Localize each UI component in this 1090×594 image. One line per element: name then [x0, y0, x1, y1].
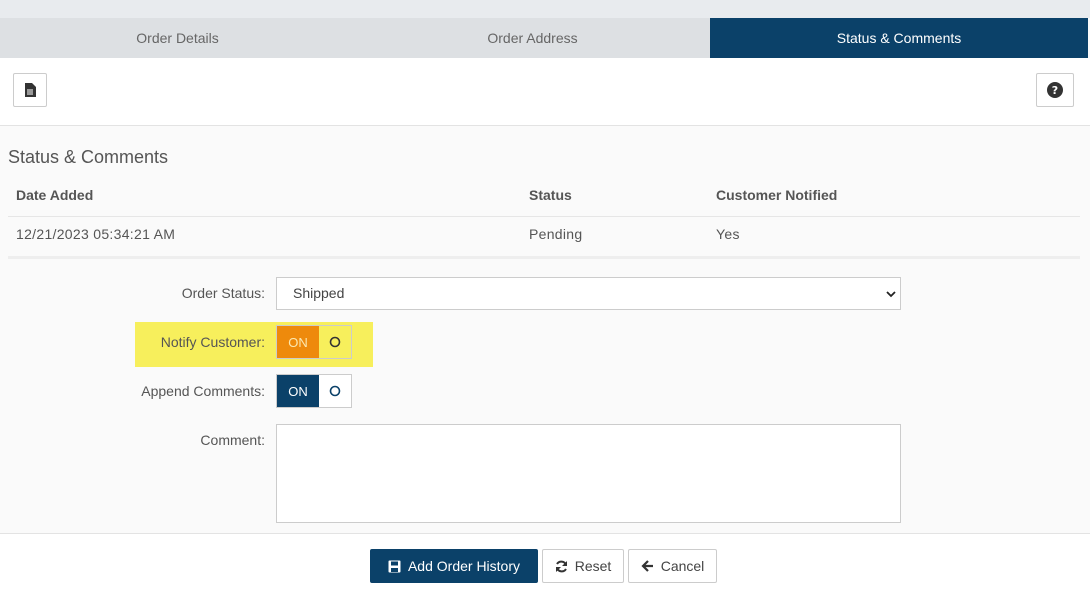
save-icon [388, 560, 401, 572]
chevron [886, 291, 896, 298]
circle-icon [329, 336, 341, 348]
help-icon: ? [1047, 82, 1063, 98]
button-label: Reset [574, 558, 612, 574]
row-divider [8, 216, 1080, 217]
help-button[interactable]: ? [1036, 73, 1074, 107]
add-history-button[interactable]: Add Order History [370, 549, 538, 583]
table-cell: 12/21/2023 05:34:21 AM [16, 226, 176, 242]
button-label: Add Order History [407, 558, 521, 574]
label: Comment: [200, 432, 265, 448]
table-header: Date Added [16, 187, 94, 203]
label: Notify Customer: [160, 334, 265, 350]
tab-active[interactable]: Status & Comments [710, 18, 1088, 58]
document-button[interactable] [13, 73, 47, 107]
table-bottom [8, 256, 1080, 259]
toggle-on: ON [277, 375, 319, 407]
toggle[interactable]: ON [276, 325, 352, 359]
svg-text:?: ? [1052, 84, 1058, 97]
cancel-button[interactable]: Cancel [628, 549, 717, 583]
table-cell: Pending [529, 226, 583, 242]
toggle[interactable]: ON [276, 374, 352, 408]
arrow-left-icon [641, 560, 653, 572]
select-value: Shipped [293, 285, 345, 301]
refresh-icon [555, 560, 567, 572]
label: Order Status: [181, 285, 265, 301]
textarea[interactable] [276, 424, 901, 523]
toggle-off [319, 375, 351, 407]
select[interactable]: Shipped [276, 277, 901, 310]
section-title: Status & Comments [8, 147, 169, 167]
tab[interactable]: Order Details [0, 18, 355, 58]
tab[interactable]: Order Address [355, 18, 710, 58]
circle-icon [329, 385, 341, 397]
toggle-on: ON [277, 326, 319, 358]
top-strip [0, 0, 1090, 18]
table-header: Status [529, 187, 572, 203]
label: Append Comments: [141, 383, 265, 399]
table-cell: Yes [716, 226, 740, 242]
toggle-off [319, 326, 351, 358]
table-header: Customer Notified [716, 187, 838, 203]
document-icon [25, 83, 36, 97]
button-label: Cancel [660, 558, 705, 574]
toolbar [0, 58, 1090, 126]
reset-button[interactable]: Reset [542, 549, 624, 583]
